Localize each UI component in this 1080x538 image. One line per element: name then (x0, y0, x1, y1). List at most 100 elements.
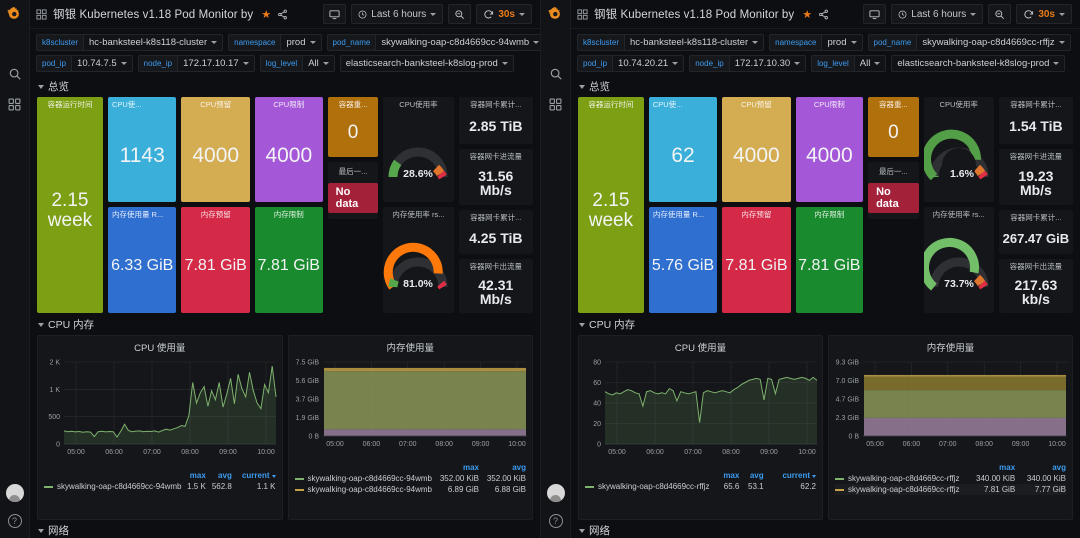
row-header-network[interactable]: 网络 (30, 520, 540, 538)
legend-col-max[interactable]: max (189, 471, 206, 480)
variable-namespace[interactable]: namespace prod (228, 34, 322, 51)
legend-row[interactable]: skywalking-oap-c8d4669cc-94wmb 1.5 K 562… (44, 481, 276, 492)
stat-cpu-limit[interactable]: CPU限制 4000 (795, 97, 864, 202)
variable-k8scluster[interactable]: k8scluster hc-banksteel-k8s118-cluster (36, 34, 224, 51)
variable-value[interactable]: hc-banksteel-k8s118-cluster (624, 34, 765, 51)
legend-row[interactable]: skywalking-oap-c8d4669cc-rffjz 65.6 53.1… (585, 481, 816, 492)
legend-series-name[interactable]: skywalking-oap-c8d4669cc-94wmb (294, 473, 432, 484)
time-range-picker[interactable]: Last 6 hours (351, 4, 444, 24)
stat-restarts[interactable]: 容器重... 0 (868, 97, 919, 158)
gauge-mem-percent[interactable]: 内存使用率 rs... 73.7% (923, 207, 994, 313)
gauge-cpu-percent[interactable]: CPU使用率 28.6% (383, 97, 454, 202)
dashboards-icon[interactable] (541, 89, 571, 119)
gauge-cpu-percent[interactable]: CPU使用率 1.6% (923, 97, 994, 202)
stat-mem-request[interactable]: 内存预留 7.81 GiB (722, 207, 791, 313)
row-header-overview[interactable]: 总览 (571, 75, 1080, 97)
variable-node-ip[interactable]: node_ip 172.17.10.17 (137, 55, 255, 72)
stat-mem-limit[interactable]: 内存限制 7.81 GiB (254, 207, 323, 313)
zoom-out-button[interactable] (448, 4, 472, 24)
row-header-network[interactable]: 网络 (571, 520, 1080, 538)
stat-uptime[interactable]: 容器运行时间 2.15 week (37, 97, 103, 313)
stat-mem-request[interactable]: 内存预留 7.81 GiB (181, 207, 250, 313)
panel-cpu-usage[interactable]: CPU 使用量 0 20 40 60 80 05:00 06:00 07:00 08:00 09:… (578, 335, 823, 520)
stat-net-in-total[interactable]: 容器网卡累计... 1.54 TiB (998, 97, 1074, 144)
row-header-cpu-memory[interactable]: CPU 内存 (571, 313, 1080, 335)
variable-value[interactable]: 10.74.20.21 (612, 55, 685, 72)
variable-value[interactable]: prod (821, 34, 863, 51)
variable-value[interactable]: 172.17.10.17 (177, 55, 255, 72)
tv-mode-button[interactable] (323, 4, 347, 24)
stat-cpu-request[interactable]: CPU预留 4000 (722, 97, 791, 202)
variable-datasource[interactable]: elasticsearch-banksteel-k8slog-prod (339, 55, 514, 72)
refresh-button[interactable]: 30s (476, 4, 532, 24)
help-icon[interactable]: ? (548, 514, 563, 528)
star-icon[interactable]: ★ (802, 8, 813, 21)
legend-col-current[interactable]: current (764, 471, 816, 481)
legend-series-name[interactable]: skywalking-oap-c8d4669cc-94wmb (294, 484, 432, 495)
page-title[interactable]: 钢银 Kubernetes v1.18 Pod Monitor by (53, 9, 254, 21)
stat-uptime[interactable]: 容器运行时间 2.15 week (578, 97, 644, 313)
legend-col-avg[interactable]: avg (1052, 463, 1066, 472)
stat-net-in-rate[interactable]: 容器网卡进流量 31.56 Mb/s (458, 148, 533, 206)
stat-net-in-rate[interactable]: 容器网卡进流量 19.23 Mb/s (998, 148, 1074, 206)
legend-series-name[interactable]: skywalking-oap-c8d4669cc-rffjz (835, 473, 964, 484)
legend-row[interactable]: skywalking-oap-c8d4669cc-94wmb 6.89 GiB … (294, 484, 526, 495)
page-title[interactable]: 钢银 Kubernetes v1.18 Pod Monitor by (594, 9, 795, 21)
star-icon[interactable]: ★ (261, 8, 272, 21)
stat-mem-limit[interactable]: 内存限制 7.81 GiB (795, 207, 864, 313)
variable-node-ip[interactable]: node_ip 172.17.10.30 (689, 55, 807, 72)
avatar[interactable] (546, 484, 565, 502)
legend-col-avg[interactable]: avg (512, 463, 526, 472)
stat-cpu-limit[interactable]: CPU限制 4000 (254, 97, 323, 202)
stat-net-out-total[interactable]: 容器网卡累计... 267.47 GiB (998, 210, 1074, 255)
variable-value[interactable]: skywalking-oap-c8d4669cc-rffjz (916, 34, 1071, 51)
time-range-picker[interactable]: Last 6 hours (891, 4, 984, 24)
variable-pod-name[interactable]: pod_name skywalking-oap-c8d4669cc-rffjz (867, 34, 1071, 51)
variable-namespace[interactable]: namespace prod (769, 34, 863, 51)
legend-series-name[interactable]: skywalking-oap-c8d4669cc-rffjz (835, 484, 964, 495)
stat-net-out-rate[interactable]: 容器网卡出流量 42.31 Mb/s (458, 259, 533, 313)
variable-datasource[interactable]: elasticsearch-banksteel-k8slog-prod (891, 55, 1066, 72)
tv-mode-button[interactable] (863, 4, 887, 24)
variable-value[interactable]: prod (280, 34, 322, 51)
variable-log-level[interactable]: log_level All (811, 55, 887, 72)
variable-pod-ip[interactable]: pod_ip 10.74.20.21 (577, 55, 685, 72)
variable-pod-name[interactable]: pod_name skywalking-oap-c8d4669cc-94wmb (326, 34, 540, 51)
stat-cpu-usage[interactable]: CPU使... 62 (648, 97, 718, 202)
gauge-mem-percent[interactable]: 内存使用率 rs... 81.0% (383, 207, 454, 313)
help-icon[interactable]: ? (7, 514, 22, 528)
legend-col-current[interactable]: current (232, 471, 276, 481)
stat-net-out-rate[interactable]: 容器网卡出流量 217.63 kb/s (998, 259, 1074, 313)
stat-mem-usage[interactable]: 内存使用量 R... 6.33 GiB (107, 207, 177, 313)
stat-last-restart[interactable]: 最后一... No data (327, 162, 379, 220)
legend-col-max[interactable]: max (462, 463, 479, 472)
search-icon[interactable] (0, 59, 30, 89)
legend-series-name[interactable]: skywalking-oap-c8d4669cc-rffjz (585, 481, 714, 492)
row-header-cpu-memory[interactable]: CPU 内存 (30, 313, 540, 335)
stat-net-out-total[interactable]: 容器网卡累计... 4.25 TiB (458, 210, 533, 255)
share-icon[interactable] (277, 9, 288, 20)
stat-cpu-request[interactable]: CPU预留 4000 (181, 97, 250, 202)
panel-memory-usage[interactable]: 内存使用量 0 B 1.9 GiB 3.7 GiB 5.6 GiB 7.5 GiB 05:… (287, 335, 533, 520)
variable-value[interactable]: hc-banksteel-k8s118-cluster (83, 34, 224, 51)
grafana-logo-icon[interactable] (541, 0, 571, 29)
refresh-button[interactable]: 30s (1016, 4, 1072, 24)
panel-memory-usage[interactable]: 内存使用量 0 B 2.3 GiB 4.7 GiB 7.0 GiB 9.3 GiB 05:… (828, 335, 1073, 520)
variable-value[interactable]: skywalking-oap-c8d4669cc-94wmb (375, 34, 540, 51)
stat-mem-usage[interactable]: 内存使用量 R... 5.76 GiB (648, 207, 718, 313)
variable-pod-ip[interactable]: pod_ip 10.74.7.5 (36, 55, 133, 72)
legend-col-avg[interactable]: avg (749, 471, 764, 480)
variable-value[interactable]: 172.17.10.30 (728, 55, 807, 72)
variable-value[interactable]: All (853, 55, 887, 72)
legend-row[interactable]: skywalking-oap-c8d4669cc-94wmb 352.00 Ki… (294, 473, 526, 484)
row-header-overview[interactable]: 总览 (30, 75, 540, 97)
stat-last-restart[interactable]: 最后一... No data (868, 162, 919, 220)
search-icon[interactable] (541, 59, 571, 89)
share-icon[interactable] (818, 9, 829, 20)
legend-col-max[interactable]: max (999, 463, 1016, 472)
variable-value[interactable]: 10.74.7.5 (71, 55, 133, 72)
panel-cpu-usage[interactable]: CPU 使用量 0 500 1 K 2 K 05:00 06:00 07:00 08:00 09… (37, 335, 283, 520)
grafana-logo-icon[interactable] (0, 0, 30, 29)
variable-log-level[interactable]: log_level All (259, 55, 335, 72)
stat-net-in-total[interactable]: 容器网卡累计... 2.85 TiB (458, 97, 533, 144)
